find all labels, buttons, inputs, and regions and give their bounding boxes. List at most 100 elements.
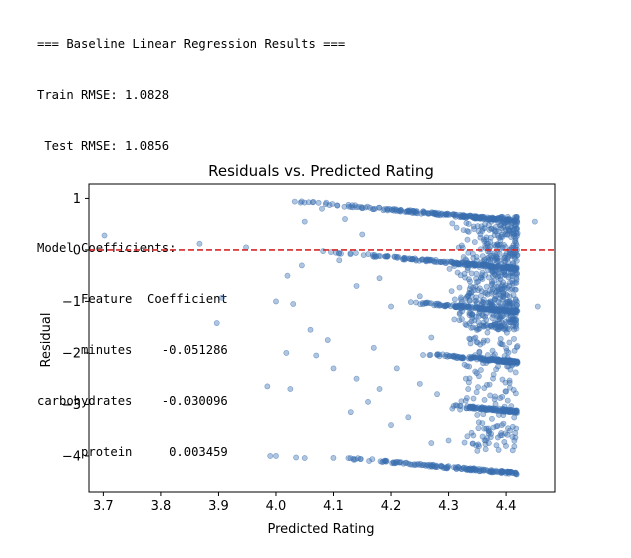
scatter-point	[473, 297, 480, 304]
scatter-point	[463, 295, 470, 302]
scatter-point	[388, 422, 394, 428]
scatter-point	[479, 269, 486, 276]
scatter-point	[512, 390, 519, 397]
scatter-point	[471, 239, 478, 245]
scatter-point	[497, 336, 504, 342]
x-tick-label: 4.3	[438, 499, 459, 514]
axes-frame	[88, 183, 556, 493]
scatter-point	[313, 352, 320, 359]
scatter-point	[371, 253, 378, 260]
x-axis-label: Predicted Rating	[267, 522, 374, 537]
console-line: protein 0.003459	[37, 445, 228, 459]
scatter-point	[513, 361, 520, 367]
scatter-point	[504, 213, 511, 220]
scatter-point	[421, 209, 428, 216]
scatter-point	[451, 316, 458, 323]
scatter-point	[503, 388, 509, 395]
x-tick-label: 4.1	[323, 499, 344, 514]
scatter-point	[479, 228, 486, 234]
console-output: === Baseline Linear Regression Results =…	[37, 2, 345, 478]
scatter-point	[473, 370, 480, 377]
scatter-point	[485, 299, 492, 306]
scatter-point	[491, 351, 498, 358]
scatter-point	[357, 456, 364, 462]
scatter-point	[505, 425, 511, 432]
scatter-point	[456, 284, 463, 291]
scatter-point	[512, 255, 518, 262]
scatter-point	[463, 214, 469, 221]
scatter-point	[513, 276, 520, 283]
scatter-point	[483, 316, 490, 323]
scatter-point	[507, 250, 514, 257]
scatter-point	[287, 386, 294, 392]
scatter-point	[196, 240, 203, 247]
scatter-point	[481, 467, 487, 474]
scatter-point	[384, 205, 390, 212]
console-line: Train RMSE: 1.0828	[37, 88, 170, 102]
scatter-point	[348, 204, 354, 210]
scatter-point	[494, 267, 501, 273]
scatter-point	[456, 310, 463, 316]
scatter-point	[502, 325, 509, 332]
scatter-point	[489, 280, 496, 287]
scatter-point	[352, 250, 359, 256]
scatter-point	[301, 455, 308, 461]
scatter-point	[457, 305, 464, 312]
scatter-point	[508, 403, 515, 410]
scatter-point	[499, 319, 506, 326]
scatter-point	[495, 273, 502, 279]
scatter-point	[479, 253, 486, 260]
scatter-point	[347, 409, 354, 416]
scatter-point	[360, 252, 367, 258]
scatter-point	[347, 455, 354, 462]
scatter-point	[393, 365, 400, 372]
scatter-point	[513, 252, 520, 259]
scatter-point	[307, 326, 314, 333]
scatter-point	[465, 386, 472, 392]
scatter-point	[436, 302, 443, 309]
scatter-point	[507, 272, 514, 279]
scatter-point	[284, 272, 291, 279]
scatter-point	[434, 352, 441, 358]
scatter-point	[406, 255, 413, 262]
scatter-point	[510, 316, 516, 323]
scatter-point	[358, 205, 365, 211]
scatter-point	[301, 218, 308, 225]
scatter-point	[293, 454, 300, 461]
scatter-point	[511, 437, 518, 444]
scatter-point	[475, 313, 482, 320]
scatter-point	[283, 350, 290, 356]
scatter-point	[506, 293, 513, 300]
scatter-point	[476, 308, 483, 315]
scatter-point	[438, 463, 445, 470]
scatter-point	[474, 279, 480, 286]
scatter-point	[514, 219, 521, 226]
scatter-point	[497, 295, 504, 302]
scatter-point	[482, 237, 489, 243]
scatter-point	[449, 353, 456, 360]
scatter-point	[464, 236, 471, 243]
scatter-point	[494, 232, 501, 239]
scatter-point	[297, 199, 304, 206]
scatter-point	[467, 355, 474, 362]
scatter-point	[478, 367, 484, 373]
scatter-point	[496, 257, 503, 264]
scatter-point	[485, 430, 492, 437]
scatter-point	[367, 204, 373, 211]
scatter-point	[449, 405, 456, 412]
scatter-point	[495, 447, 502, 453]
scatter-point	[461, 301, 467, 308]
y-axis-ticks: 1 0 −1 −2 −3 −4	[62, 192, 89, 464]
scatter-point	[376, 204, 382, 211]
scatter-point	[426, 210, 433, 217]
scatter-point	[464, 267, 471, 273]
x-tick-label: 4.4	[496, 499, 517, 514]
scatter-point	[512, 214, 518, 221]
scatter-point	[419, 300, 426, 306]
scatter-point	[498, 261, 505, 267]
scatter-point	[338, 250, 344, 257]
scatter-point	[497, 241, 504, 248]
scatter-point	[511, 414, 518, 421]
scatter-point	[396, 459, 403, 466]
